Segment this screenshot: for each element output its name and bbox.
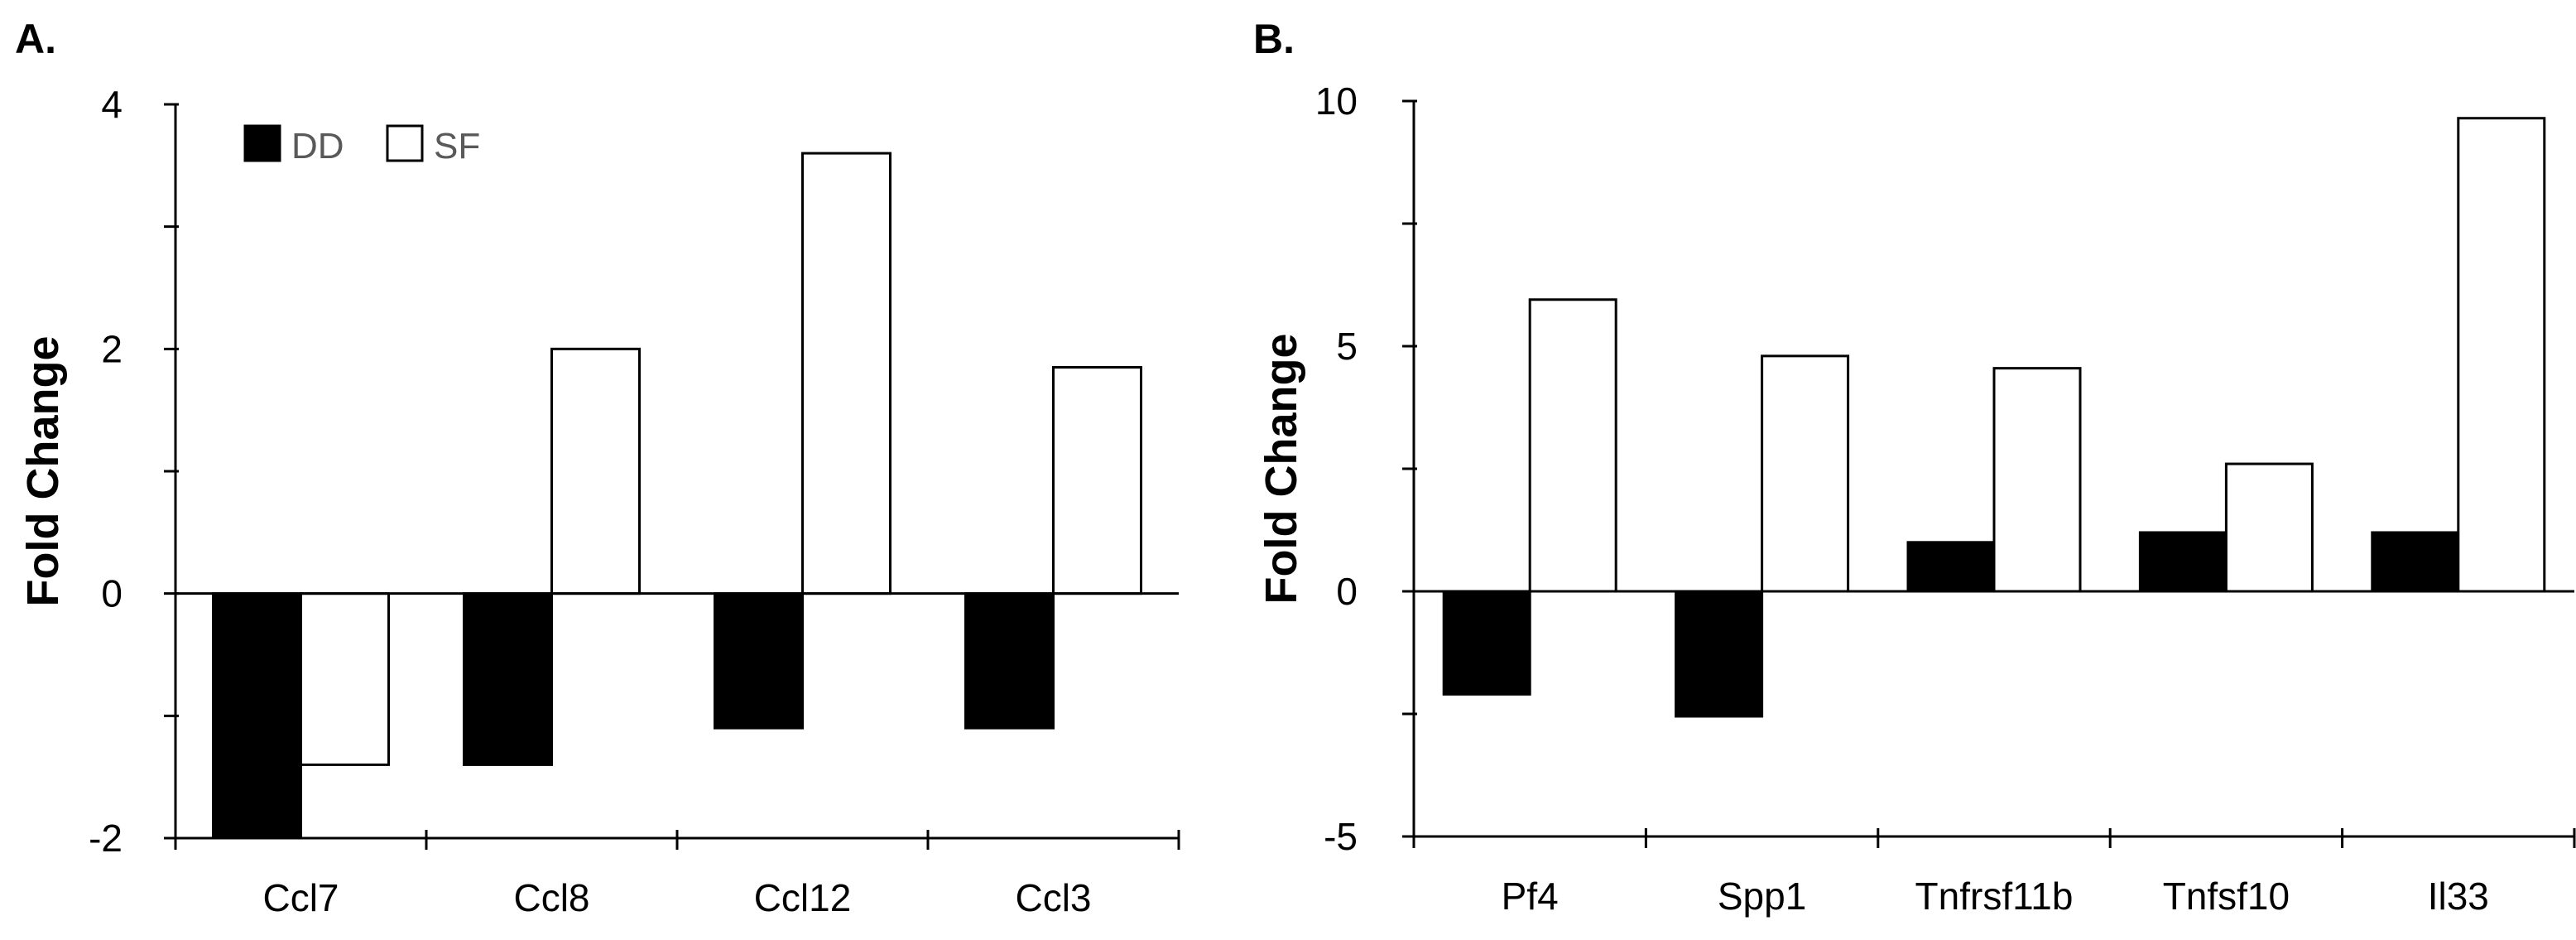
- panel-b-bar-sf-tnfrsf11b: [1992, 367, 2082, 593]
- panel-b-bar-dd-spp1: [1675, 590, 1764, 718]
- panel-a-bar-dd-ccl12: [714, 592, 804, 730]
- panel-b-letter: B.: [1253, 16, 1295, 62]
- panel-b-bar-dd-pf4: [1442, 590, 1531, 696]
- panel-a-letter: A.: [15, 16, 56, 62]
- panel-b-bar-dd-tnfrsf11b: [1906, 541, 1996, 593]
- panel-a-y-tick-label: 0: [101, 572, 123, 615]
- panel-a-bar-dd-ccl3: [964, 592, 1055, 730]
- legend-swatch-sf: [386, 124, 424, 162]
- panel-b-bar-sf-spp1: [1761, 354, 1850, 593]
- legend-label-sf: SF: [434, 126, 480, 166]
- panel-b-category-label-tnfsf10: Tnfsf10: [2163, 875, 2290, 918]
- panel-a-y-axis-title: Fold Change: [18, 336, 68, 607]
- panel-a-bar-sf-ccl7: [300, 592, 390, 766]
- panel-b-y-tick-label: 10: [1315, 80, 1358, 123]
- panel-a-bar-dd-ccl8: [463, 592, 553, 766]
- panel-b-y-tick-label: 5: [1336, 325, 1358, 368]
- panel-b-bar-sf-pf4: [1528, 298, 1617, 593]
- panel-a-category-label-ccl7: Ccl7: [262, 876, 339, 919]
- panel-b-bar-sf-tnfsf10: [2224, 462, 2314, 593]
- legend-label-dd: DD: [291, 126, 344, 166]
- panel-a-category-label-ccl3: Ccl3: [1015, 876, 1091, 919]
- panel-b-category-label-spp1: Spp1: [1718, 875, 1806, 918]
- panel-a-y-tick-label: -2: [89, 817, 123, 860]
- panel-a-category-label-ccl8: Ccl8: [513, 876, 589, 919]
- panel-a-bar-dd-ccl7: [212, 592, 302, 840]
- panel-a-y-tick-label: 4: [101, 83, 123, 126]
- panel-b-category-label-pf4: Pf4: [1502, 875, 1559, 918]
- panel-a-bar-sf-ccl8: [550, 347, 641, 595]
- panel-b-category-label-il33: Il33: [2428, 875, 2489, 918]
- panel-a-category-label-ccl12: Ccl12: [754, 876, 852, 919]
- panel-a-bar-sf-ccl3: [1052, 365, 1142, 595]
- panel-b-bar-dd-tnfsf10: [2138, 531, 2228, 593]
- panel-b-y-tick-label: -5: [1324, 815, 1358, 858]
- panel-b-y-tick-label: 0: [1336, 570, 1358, 613]
- panel-b-bar-sf-il33: [2457, 117, 2546, 593]
- panel-a-bar-sf-ccl12: [801, 152, 892, 595]
- panel-a-y-tick-label: 2: [101, 327, 123, 370]
- panel-b-category-label-tnfrsf11b: Tnfrsf11b: [1915, 875, 2074, 918]
- legend-swatch-dd: [243, 124, 281, 162]
- panel-b-y-axis-title: Fold Change: [1257, 334, 1306, 605]
- panel-b-bar-dd-il33: [2371, 531, 2460, 593]
